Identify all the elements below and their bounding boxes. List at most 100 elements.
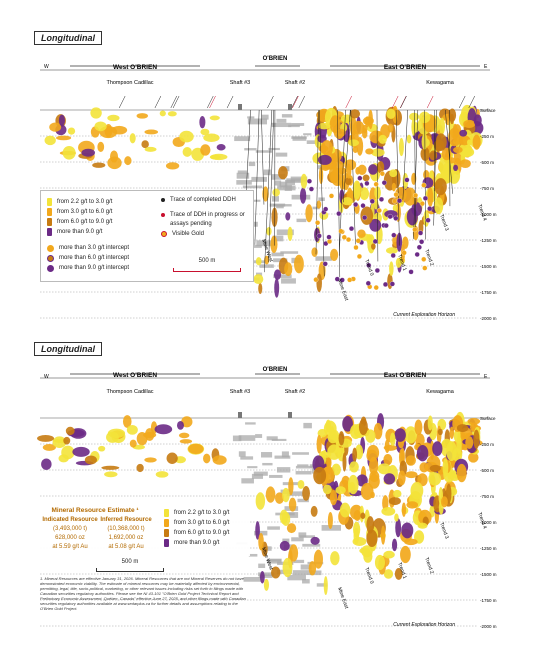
grade-lens [107,114,120,122]
grade-lens [349,461,359,473]
historic-working [234,136,251,142]
grade-lens [141,140,149,149]
intercept-dot [416,244,422,250]
compass-west: W [44,374,49,380]
grade-lens [49,122,62,132]
grade-lens [259,570,265,584]
depth-label: -750 m [480,494,494,499]
grade-lens [428,170,434,181]
grade-lens [406,134,412,144]
zone-west: West O'BRIEN [113,64,157,71]
depth-label: -1250 m [480,546,497,551]
historic-working [271,252,284,257]
intercept-dot [338,228,344,234]
depth-label: -1500 m [480,572,497,577]
grade-lens [318,166,324,185]
historic-working [271,438,287,441]
headframe-icon [288,412,292,418]
historic-working [291,136,307,139]
grade-lens [72,446,90,457]
ddh-completed-icon [161,198,165,202]
grade-lens [398,137,404,157]
historic-working [281,451,289,458]
grade-lens [449,426,455,439]
grade-lens [81,148,96,157]
grade-lens [274,278,280,298]
trend-label: Trend 1 [396,254,408,272]
swatch-icon [164,529,169,537]
grade-lens [126,424,138,435]
grade-lens [467,417,481,425]
legend-grade-1: from 2.2 g/t to 3.0 g/t [158,508,250,518]
grade-lens [253,274,264,285]
grade-lens [300,173,308,189]
grade-lens [395,257,402,268]
grade-lens [188,443,204,454]
grade-lens [144,146,157,152]
grade-lens [344,159,357,171]
grade-lens [178,432,190,439]
grade-lens [360,482,374,501]
grade-lens [404,426,418,444]
scale-bar [173,268,241,272]
grade-lens [405,455,416,466]
scale-label: 500 m [198,258,216,264]
grade-lens [389,432,396,447]
grade-lens [167,111,177,117]
intercept-dot [364,180,370,186]
legend-grade-4: more than 9.0 g/t [158,538,250,548]
grade-lens [322,484,332,495]
intercept-dot [381,180,387,186]
trend-label: Mine East [336,279,349,303]
grade-lens [411,118,417,136]
historic-working [287,491,304,496]
intercept-dot [323,206,329,212]
resource-heading: Mineral Resource Estimate ¹ [51,507,139,514]
historic-working [259,264,274,268]
intercept-dot [396,198,403,204]
grade-lens [416,444,429,462]
grade-lens [459,159,471,168]
grade-lens [353,510,361,522]
historic-working [309,570,322,576]
grade-lens [200,128,210,136]
swatch-icon [164,539,169,547]
grade-lens [111,125,128,135]
grade-lens [342,415,353,432]
historic-working [264,546,272,551]
grade-lens [327,444,341,460]
historic-working [271,174,286,180]
legend-grade-3: from 6.0 g/t to 9.0 g/t [158,528,250,538]
ddh-trace [433,109,437,226]
depth-label: Surface [480,108,496,113]
grade-lens [341,475,350,486]
intercept-dot [412,227,418,233]
grade-lens [400,545,411,564]
grade-lens [155,471,169,478]
grade-lens [288,497,297,512]
place-kewagama: Kewagama [426,80,454,86]
grade-lens [352,146,359,154]
grade-lens [62,145,76,160]
historic-working [300,564,312,570]
historic-working [245,422,256,425]
historic-working [292,452,309,455]
place-shaft2: Shaft #2 [285,80,306,86]
intercept-dot [382,281,389,287]
scale-bar [96,568,164,572]
trend-label: Trend 0 [363,567,375,585]
grade-lens [371,148,385,157]
ddh-trace [413,109,419,239]
grade-lens [154,424,173,435]
depth-label: -500 m [480,160,494,165]
grade-lens [409,112,420,121]
grade-lens [265,486,276,503]
intercept-dot [390,252,396,259]
historic-working [291,123,305,126]
grade-lens [165,162,180,170]
historic-working [293,559,305,564]
intercept-dot [421,182,427,188]
panel-title: Longitudinal [34,31,102,45]
intercept-dot [348,226,355,232]
intercept-dot [357,175,363,181]
